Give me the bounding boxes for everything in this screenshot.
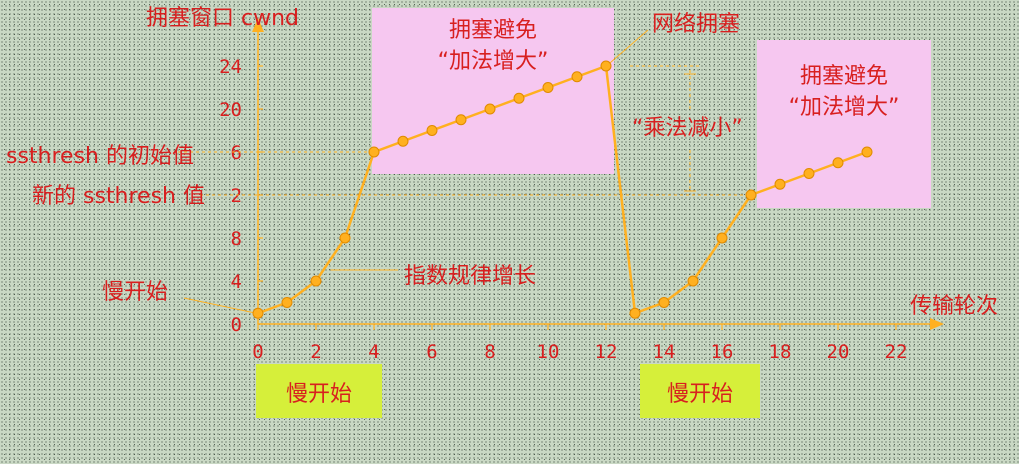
- x-tick-label: 4: [368, 341, 379, 363]
- y-tick-label: 4: [231, 271, 242, 293]
- cwnd-point: [339, 232, 351, 244]
- x-tick-label: 16: [711, 341, 734, 363]
- ca2-label: 拥塞避免 “加法增大”: [757, 62, 931, 124]
- y-tick-label: 20: [219, 99, 242, 121]
- x-axis-arrow: [930, 318, 944, 330]
- cwnd-point: [484, 103, 496, 115]
- congestion-leader: [608, 29, 649, 65]
- slow-start-box1-label: 慢开始: [285, 382, 352, 407]
- y-tick-label-16-partial: 6: [231, 142, 242, 164]
- cwnd-point: [629, 307, 641, 319]
- x-tick-label: 10: [537, 341, 560, 363]
- cwnd-point: [426, 125, 438, 136]
- cwnd-series-line: [257, 64, 868, 315]
- cwnd-point: [513, 92, 525, 104]
- ca1-label: 拥塞避免 “加法增大”: [372, 16, 614, 78]
- cwnd-point: [832, 157, 844, 169]
- cwnd-point: [600, 60, 612, 72]
- ssthresh-new-label: 新的 ssthresh 值: [32, 184, 205, 209]
- x-tick-label: 6: [426, 341, 437, 363]
- x-tick-label: 0: [252, 341, 263, 363]
- ca1-line1: 拥塞避免: [448, 18, 537, 43]
- slow-start-box2-label: 慢开始: [666, 382, 733, 407]
- congestion-avoidance-region-2: [757, 40, 931, 208]
- x-tick-label: 8: [484, 341, 495, 363]
- cwnd-point: [716, 232, 728, 244]
- cwnd-point: [310, 275, 322, 287]
- x-axis-title: 传输轮次: [910, 294, 999, 319]
- cwnd-point: [774, 178, 786, 190]
- ssthresh-initial-label: ssthresh 的初始值: [6, 144, 194, 169]
- cwnd-point: [455, 114, 467, 126]
- ca1-line2: “加法增大”: [437, 48, 549, 74]
- exponential-growth-label: 指数规律增长: [404, 264, 537, 289]
- cwnd-point: [542, 82, 554, 93]
- cwnd-point: [281, 297, 293, 308]
- cwnd-point: [397, 135, 409, 147]
- y-tick-label: 24: [219, 56, 242, 78]
- y-axis-arrow: [252, 18, 264, 32]
- x-tick-label: 18: [769, 341, 792, 363]
- network-congestion-label: 网络拥塞: [652, 12, 741, 37]
- x-tick-label: 2: [310, 341, 321, 363]
- cwnd-point: [861, 146, 873, 158]
- slow-start-left-label: 慢开始: [102, 280, 169, 305]
- cwnd-point: [658, 297, 670, 308]
- congestion-avoidance-region-1: [372, 8, 614, 174]
- ca2-line2: “加法增大”: [788, 94, 900, 120]
- cwnd-point: [252, 307, 264, 319]
- y-axis-title: 拥塞窗口 cwnd: [146, 6, 299, 31]
- x-tick-label: 22: [885, 341, 908, 363]
- multiplicative-decrease-label: “乘法减小”: [632, 116, 743, 141]
- cwnd-point: [368, 146, 380, 158]
- slow-start-region-2: [640, 364, 760, 418]
- x-tick-label: 14: [653, 341, 676, 363]
- y-tick-label-12-partial: 2: [231, 185, 242, 207]
- ca2-line1: 拥塞避免: [799, 64, 888, 89]
- slow-start-leader: [183, 297, 257, 314]
- cwnd-point: [687, 275, 699, 287]
- cwnd-point: [571, 71, 583, 83]
- y-tick-label: 0: [231, 314, 242, 336]
- x-tick-label: 20: [827, 341, 850, 363]
- cwnd-point: [745, 189, 757, 201]
- y-tick-label: 8: [231, 228, 242, 250]
- x-tick-label: 12: [595, 341, 618, 363]
- slow-start-region-1: [256, 364, 382, 418]
- cwnd-point: [803, 168, 815, 179]
